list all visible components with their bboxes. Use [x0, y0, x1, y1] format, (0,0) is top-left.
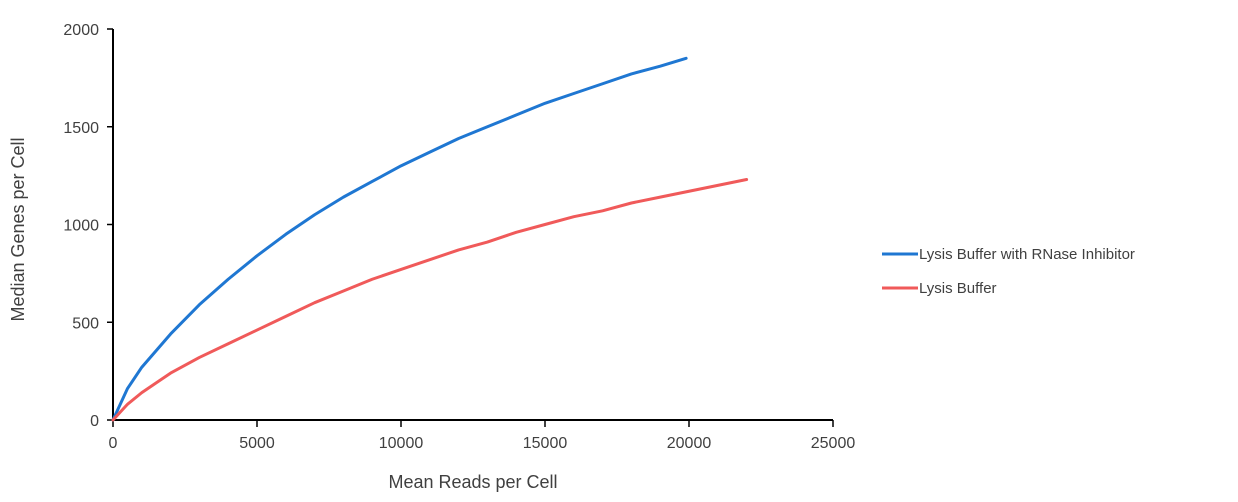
y-axis-title: Median Genes per Cell	[8, 137, 28, 321]
x-tick-label: 5000	[239, 435, 275, 452]
legend-label: Lysis Buffer with RNase Inhibitor	[919, 246, 1135, 263]
legend-label: Lysis Buffer	[919, 280, 997, 297]
x-axis-title: Mean Reads per Cell	[388, 472, 557, 492]
x-tick-label: 25000	[811, 435, 856, 452]
x-tick-label: 15000	[523, 435, 568, 452]
legend: Lysis Buffer with RNase Inhibitor Lysis B…	[882, 246, 1135, 297]
y-tick-label: 0	[90, 413, 99, 430]
x-tick-label: 0	[109, 435, 118, 452]
tick-marks	[107, 28, 834, 427]
y-tick-label: 1500	[63, 120, 99, 137]
x-tick-label: 20000	[667, 435, 712, 452]
y-tick-label: 2000	[63, 22, 99, 39]
axes	[112, 29, 833, 421]
x-tick-label: 10000	[379, 435, 424, 452]
y-tick-label: 500	[72, 315, 99, 332]
series-line-1	[111, 56, 688, 422]
y-tick-label: 1000	[63, 218, 99, 235]
series-line-2	[111, 178, 749, 422]
series-lines	[111, 56, 749, 422]
